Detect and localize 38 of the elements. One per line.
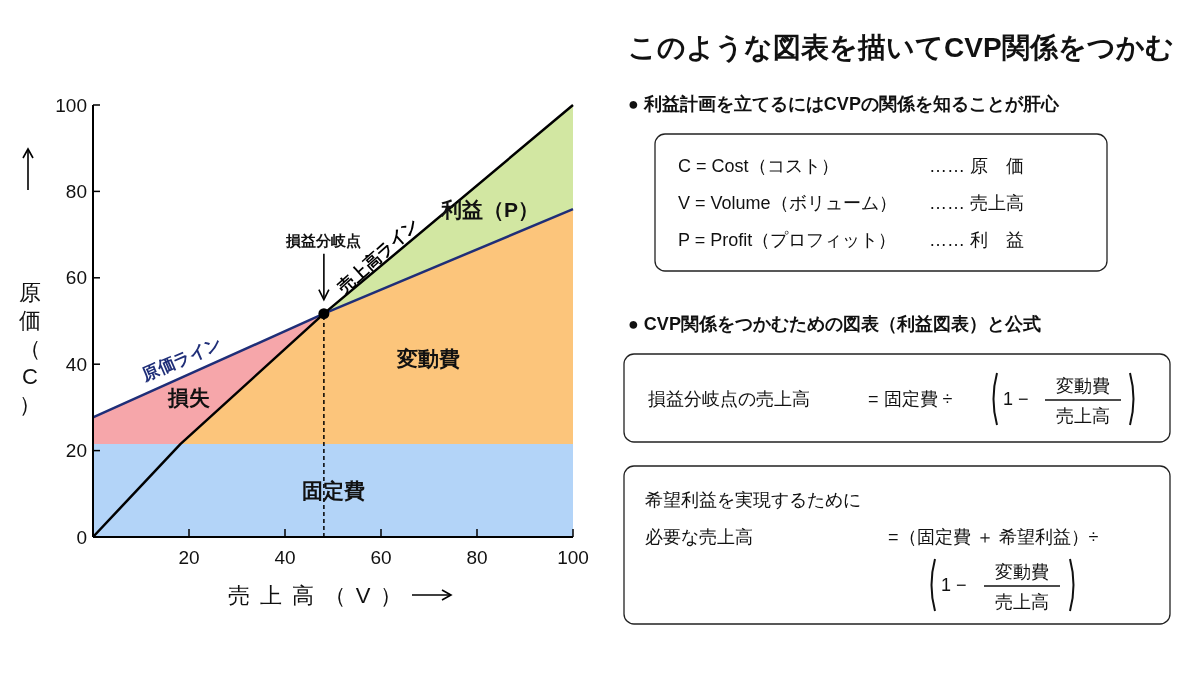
x-axis-title: 売上高（V）	[227, 583, 413, 608]
text: 必要な売上高	[645, 527, 753, 547]
text: P = Profit（プロフィット）	[678, 230, 897, 250]
series-label: 固定費	[301, 479, 365, 503]
y-tick-label: 100	[55, 94, 87, 116]
text: 原価ライン	[138, 333, 225, 386]
x-tick-label: 20	[178, 547, 200, 568]
text: C = Cost（コスト）	[678, 156, 839, 176]
y-tick-label: 0	[76, 526, 87, 548]
y-tick-label: 20	[65, 440, 87, 462]
text: ● CVP関係をつかむための図表（利益図表）と公式	[628, 314, 1041, 334]
x-tick-label: 80	[466, 547, 488, 568]
text: 希望利益を実現するために	[645, 490, 861, 510]
text: = 固定費 ÷	[868, 389, 953, 409]
text: 売上高	[1056, 406, 1110, 426]
y-axis-title: 原価（C）	[19, 280, 41, 417]
y-tick-label: 80	[65, 180, 87, 202]
series-label: 損失	[166, 385, 210, 409]
text: 売上高	[995, 592, 1049, 612]
text: ● 利益計画を立てるにはCVPの関係を知ることが肝心	[628, 94, 1060, 114]
y-tick-label: 60	[65, 267, 87, 289]
annotation: 損益分岐点	[285, 231, 362, 249]
text: このような図表を描いてCVP関係をつかむ	[628, 32, 1174, 63]
text: =（固定費 ＋ 希望利益）÷	[888, 527, 1099, 547]
text: 変動費	[995, 562, 1049, 582]
text: 1 −	[1003, 389, 1029, 409]
x-tick-label: 60	[370, 547, 392, 568]
text: 変動費	[1056, 376, 1110, 396]
text: 1 −	[941, 575, 967, 595]
text: …… 原 価	[929, 156, 1025, 176]
x-tick-label: 100	[557, 547, 589, 568]
text: 損益分岐点の売上高	[648, 389, 810, 409]
text: V = Volume（ボリューム）	[678, 193, 897, 213]
y-tick-label: 40	[65, 353, 87, 375]
text: …… 利 益	[929, 230, 1025, 250]
x-tick-label: 40	[274, 547, 296, 568]
text: …… 売上高	[929, 193, 1025, 213]
series-label: 変動費	[396, 347, 461, 371]
